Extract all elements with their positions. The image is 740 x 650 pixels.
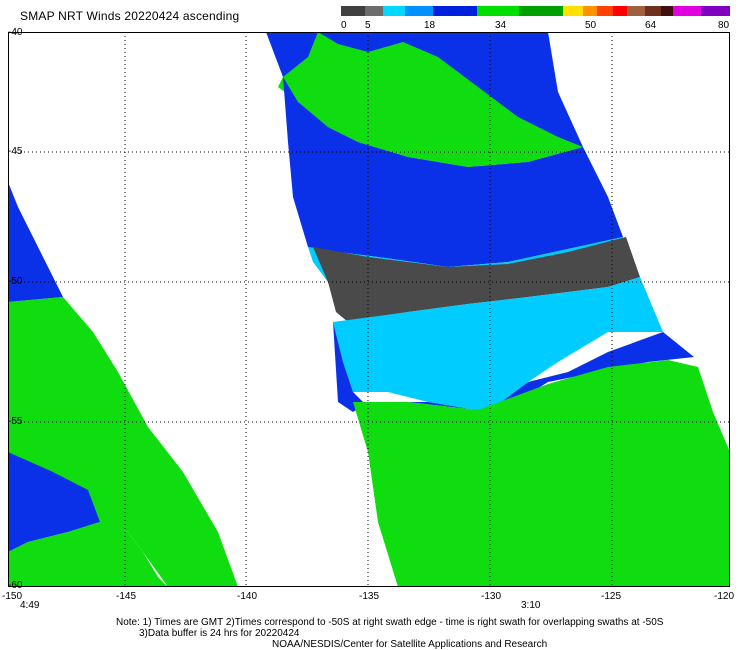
left-swath-green-bottom (8, 522, 168, 587)
x-tick-label: -120 (714, 591, 735, 602)
colorbar-label: 80 (718, 20, 730, 31)
colorbar-label: 64 (645, 20, 657, 31)
colorbar-label: 18 (424, 20, 436, 31)
note-line-1: Note: 1) Times are GMT 2)Times correspon… (116, 617, 664, 628)
x-tick-label: -140 (237, 591, 258, 602)
swath-cyan-lower (333, 277, 663, 412)
swath-green-top (278, 32, 583, 167)
colorbar-label: 50 (585, 20, 597, 31)
swath-gray-band (313, 237, 640, 322)
swath-time-left: 4:49 (20, 600, 40, 611)
y-tick-label: -40 (8, 27, 23, 38)
y-tick-label: -45 (8, 146, 23, 157)
left-swath-green (8, 297, 238, 587)
x-tick-label: -130 (481, 591, 502, 602)
wind-speed-colorbar (341, 6, 730, 16)
y-tick-label: -50 (8, 276, 23, 287)
left-swath-blue-bottom (8, 452, 100, 552)
y-tick-label: -60 (8, 580, 23, 591)
wind-field-svg (8, 32, 730, 587)
x-tick-label: -125 (601, 591, 622, 602)
wind-map (8, 32, 730, 587)
x-tick-label: -145 (116, 591, 137, 602)
colorbar-label: 0 (341, 20, 347, 31)
colorbar-label: 34 (495, 20, 507, 31)
x-tick-label: -150 (2, 591, 23, 602)
gridlines (8, 32, 730, 587)
y-tick-label: -55 (8, 416, 23, 427)
note-line-2: 3)Data buffer is 24 hrs for 20220424 (139, 628, 300, 639)
colorbar-label: 5 (365, 20, 371, 31)
note-line-3: NOAA/NESDIS/Center for Satellite Applica… (272, 639, 548, 650)
swath-time-right: 3:10 (521, 600, 541, 611)
left-swath-blue-top (8, 182, 63, 302)
map-title: SMAP NRT Winds 20220424 ascending (20, 9, 240, 23)
swath-blue-mid (283, 77, 623, 267)
swath-green-bottom (353, 360, 730, 587)
x-tick-label: -135 (359, 591, 380, 602)
